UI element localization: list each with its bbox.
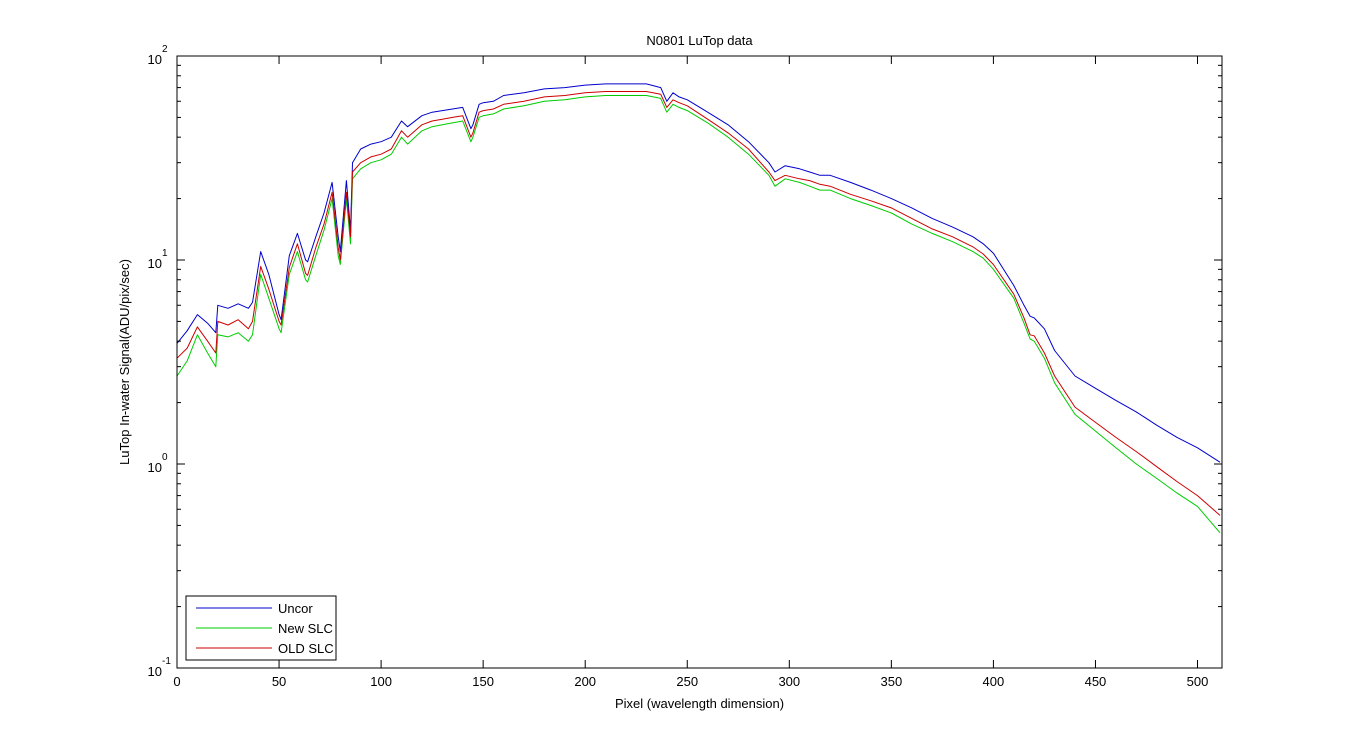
x-tick-label: 350 xyxy=(881,674,903,689)
y-axis-label: LuTop In-water Signal(ADU/pix/sec) xyxy=(117,259,132,465)
x-tick-label: 250 xyxy=(676,674,698,689)
x-tick-label: 100 xyxy=(370,674,392,689)
y-tick-label-exponent: -1 xyxy=(162,656,171,667)
plot-area xyxy=(177,56,1222,668)
plot-frame xyxy=(176,55,1223,669)
x-tick-label: 150 xyxy=(472,674,494,689)
series-line-1 xyxy=(176,95,1221,534)
x-tick-label: 400 xyxy=(983,674,1005,689)
y-tick-label-exponent: 0 xyxy=(162,452,168,463)
y-tick-label-exponent: 1 xyxy=(162,248,168,259)
y-tick-label-base: 10 xyxy=(148,256,162,271)
chart-title: N0801 LuTop data xyxy=(646,33,753,48)
legend-label-2: OLD SLC xyxy=(278,641,334,656)
axes-group: 0 50 100 150 200 250 300 350 400 450 5001021011001… xyxy=(148,44,1222,689)
x-tick-label: 0 xyxy=(173,674,180,689)
legend-label-1: New SLC xyxy=(278,621,333,636)
legend: Uncor New SLC OLD SLC xyxy=(185,595,337,661)
x-tick-label: 500 xyxy=(1187,674,1209,689)
x-tick-label: 300 xyxy=(778,674,800,689)
y-tick-label-base: 10 xyxy=(148,460,162,475)
y-tick-label-base: 10 xyxy=(148,664,162,679)
x-tick-label: 50 xyxy=(272,674,286,689)
x-tick-label: 200 xyxy=(574,674,596,689)
y-tick-label-base: 10 xyxy=(148,52,162,67)
x-axis-label: Pixel (wavelength dimension) xyxy=(615,696,784,711)
series-line-2 xyxy=(176,91,1221,516)
y-tick-label-exponent: 2 xyxy=(162,44,168,55)
legend-label-0: Uncor xyxy=(278,601,313,616)
series-group xyxy=(176,83,1221,534)
series-line-0 xyxy=(176,83,1221,463)
x-tick-label: 450 xyxy=(1085,674,1107,689)
